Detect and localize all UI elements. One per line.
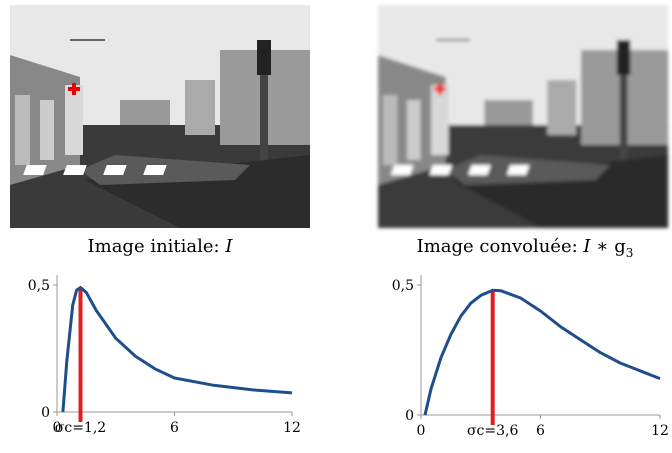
- x-tick-label: 0: [53, 420, 62, 436]
- y-tick-label: 0,5: [392, 278, 414, 294]
- caption-operator: ∗ g: [591, 236, 626, 257]
- x-tick-label: 12: [283, 420, 301, 436]
- caption: Image initiale: I: [88, 236, 234, 257]
- marker-label: σc=1,2: [55, 420, 106, 436]
- marker-label: σc=3,6: [467, 423, 518, 439]
- caption-subscript: 3: [626, 246, 634, 260]
- convolved-image: [377, 4, 670, 229]
- x-tick-label: 0: [417, 423, 426, 439]
- caption-symbol: I: [582, 236, 591, 257]
- y-tick-label: 0: [41, 405, 50, 421]
- caption: Image convoluée: I ∗ g3: [417, 236, 634, 260]
- initial-image: [9, 4, 311, 229]
- x-tick-label: 6: [536, 423, 545, 439]
- curve: [423, 288, 661, 416]
- x-tick-label: 6: [170, 420, 179, 436]
- caption-text: Image convoluée:: [417, 236, 584, 257]
- x-tick-label: 12: [651, 423, 669, 439]
- y-tick-label: 0,5: [28, 278, 50, 294]
- caption-symbol: I: [224, 236, 233, 257]
- caption-text: Image initiale:: [88, 236, 226, 257]
- y-tick-label: 0: [405, 408, 414, 424]
- curve: [61, 286, 293, 413]
